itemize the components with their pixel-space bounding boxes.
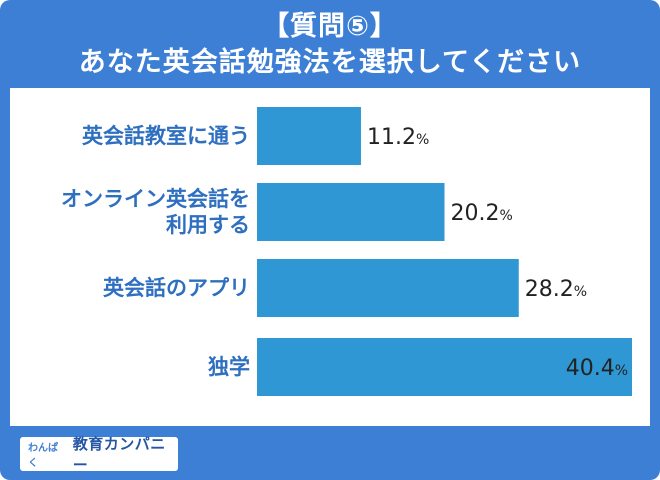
- chart-panel: 英会話教室に通う 11.2% オンライン英会話を 利用する 20.2% 英会話のアプリ 28…: [10, 88, 650, 426]
- bar-2: [257, 259, 519, 317]
- category-label-1-line-0: オンライン英会話を: [61, 187, 250, 211]
- bar-3: [257, 338, 632, 396]
- value-label-0: 11.2%: [367, 125, 429, 150]
- bar-1: [257, 183, 445, 241]
- value-label-2: 28.2%: [525, 277, 587, 302]
- question-number: 【質問⑤】: [262, 11, 398, 42]
- logo-name: 教育カンパニー: [72, 435, 166, 474]
- value-label-1: 20.2%: [451, 201, 513, 226]
- value-label-3: 40.4%: [566, 356, 628, 381]
- category-label-1-line-1: 利用する: [166, 213, 250, 237]
- category-label-2: 英会話のアプリ: [103, 276, 250, 300]
- company-logo: わんぱく 教育カンパニー: [20, 435, 178, 474]
- logo-tagline: わんぱく: [28, 443, 58, 469]
- category-label-0: 英会話教室に通う: [82, 124, 250, 148]
- category-label-3: 独学: [208, 355, 250, 379]
- bar-0: [257, 107, 361, 165]
- chart-title: あなた英会話勉強法を選択してください: [78, 47, 582, 78]
